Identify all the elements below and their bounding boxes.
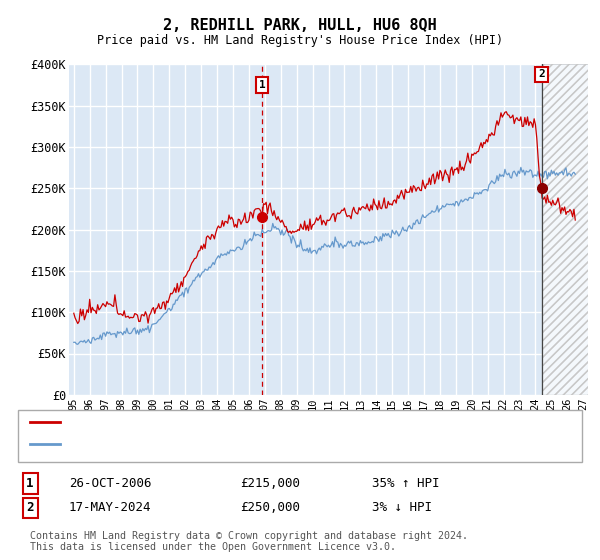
- Text: £250,000: £250,000: [240, 501, 300, 515]
- Bar: [542, 64, 591, 395]
- Text: 2: 2: [26, 501, 34, 515]
- Text: 26-OCT-2006: 26-OCT-2006: [69, 477, 151, 490]
- Text: 1: 1: [26, 477, 34, 490]
- Text: 2, REDHILL PARK, HULL, HU6 8QH (detached house): 2, REDHILL PARK, HULL, HU6 8QH (detached…: [69, 417, 386, 427]
- Bar: [542, 64, 591, 395]
- Text: 2, REDHILL PARK, HULL, HU6 8QH: 2, REDHILL PARK, HULL, HU6 8QH: [163, 18, 437, 32]
- Text: 3% ↓ HPI: 3% ↓ HPI: [372, 501, 432, 515]
- Text: Price paid vs. HM Land Registry's House Price Index (HPI): Price paid vs. HM Land Registry's House …: [97, 34, 503, 48]
- Text: 2: 2: [538, 69, 545, 80]
- Text: HPI: Average price, detached house, City of Kingston upon Hull: HPI: Average price, detached house, City…: [69, 439, 487, 449]
- Text: Contains HM Land Registry data © Crown copyright and database right 2024.
This d: Contains HM Land Registry data © Crown c…: [30, 531, 468, 552]
- Bar: [542, 64, 591, 395]
- Text: £215,000: £215,000: [240, 477, 300, 490]
- Text: 1: 1: [259, 80, 265, 90]
- Text: 17-MAY-2024: 17-MAY-2024: [69, 501, 151, 515]
- Text: 35% ↑ HPI: 35% ↑ HPI: [372, 477, 439, 490]
